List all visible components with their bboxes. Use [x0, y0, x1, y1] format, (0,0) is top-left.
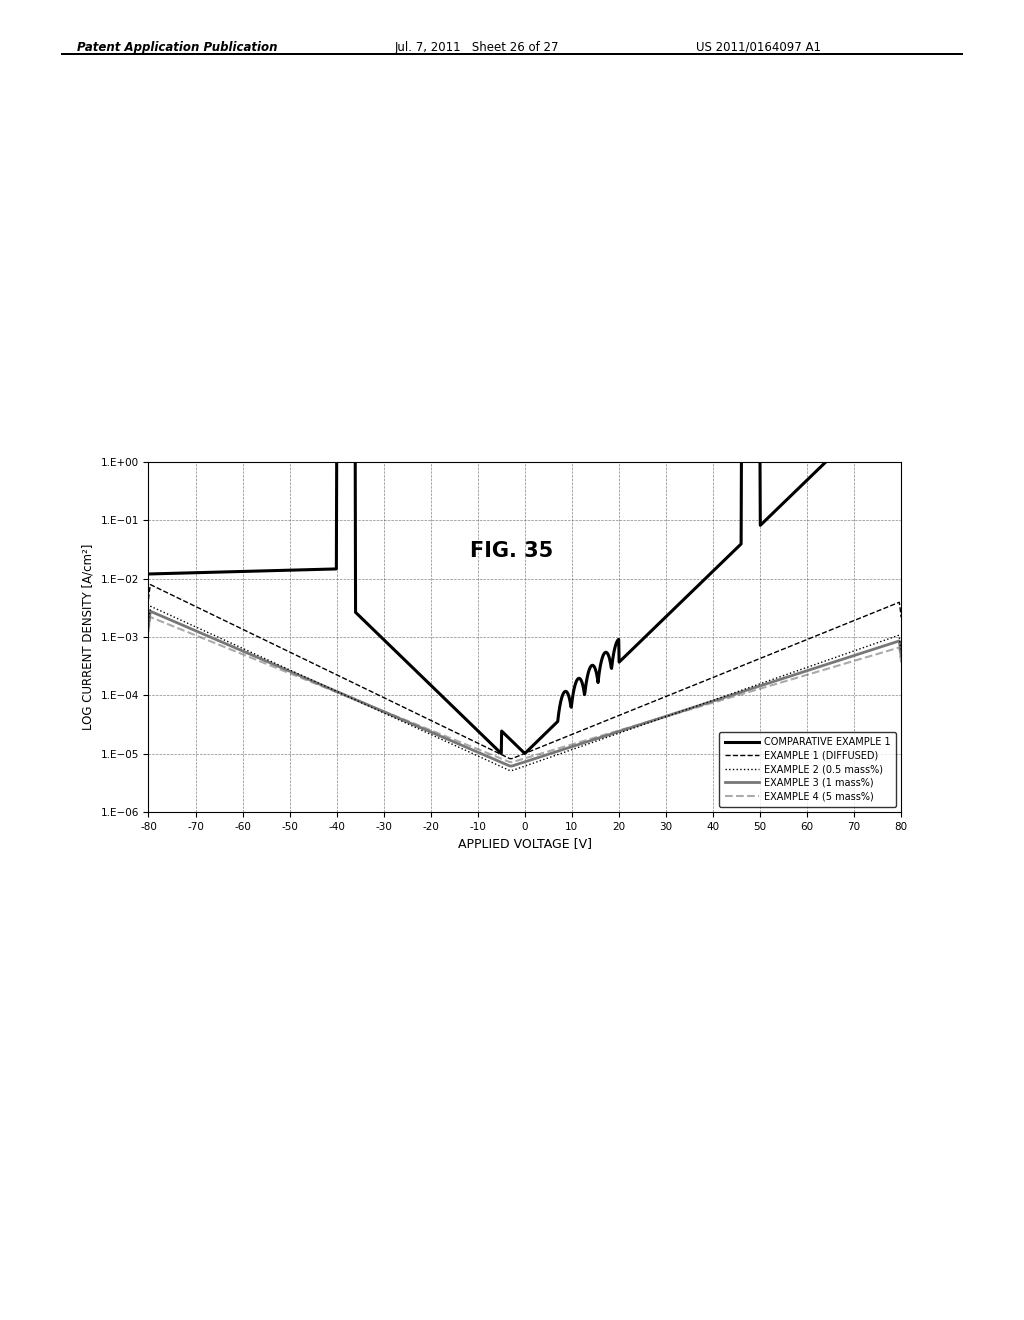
- Y-axis label: LOG CURRENT DENSITY [A/cm²]: LOG CURRENT DENSITY [A/cm²]: [82, 544, 95, 730]
- Text: Patent Application Publication: Patent Application Publication: [77, 41, 278, 54]
- Legend: COMPARATIVE EXAMPLE 1, EXAMPLE 1 (DIFFUSED), EXAMPLE 2 (0.5 mass%), EXAMPLE 3 (1: COMPARATIVE EXAMPLE 1, EXAMPLE 1 (DIFFUS…: [719, 731, 896, 807]
- X-axis label: APPLIED VOLTAGE [V]: APPLIED VOLTAGE [V]: [458, 837, 592, 850]
- Text: Jul. 7, 2011   Sheet 26 of 27: Jul. 7, 2011 Sheet 26 of 27: [394, 41, 559, 54]
- Text: FIG. 35: FIG. 35: [470, 541, 554, 561]
- Text: US 2011/0164097 A1: US 2011/0164097 A1: [696, 41, 821, 54]
